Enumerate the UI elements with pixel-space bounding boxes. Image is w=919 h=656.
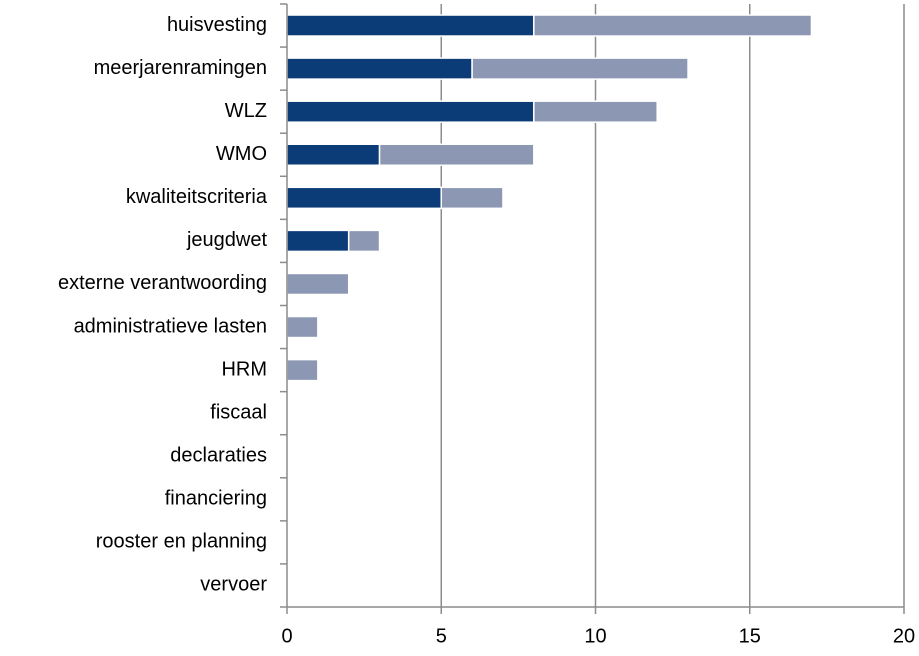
y-tick-label: jeugdwet (186, 229, 268, 251)
bar-segment (286, 272, 350, 296)
bar-segment (286, 57, 473, 80)
bar-segment (347, 229, 381, 253)
y-tick-label: meerjarenramingen (94, 57, 267, 79)
y-tick-label: administratieve lasten (74, 315, 267, 337)
y-tick-label: WLZ (225, 100, 267, 122)
bar-segment (286, 14, 535, 37)
x-tick-label: 10 (584, 625, 606, 647)
x-tick-label: 15 (739, 625, 761, 647)
bar-segment (378, 143, 535, 166)
bar-segment (440, 186, 504, 210)
bar-segment (286, 100, 535, 123)
y-tick-label: financiering (165, 488, 267, 510)
x-tick-label: 20 (893, 625, 915, 647)
y-tick-label: kwaliteitscriteria (126, 186, 268, 208)
bar-segment (286, 186, 442, 210)
bar-segment (471, 57, 689, 80)
y-tick-label: huisvesting (167, 14, 267, 36)
bar-segment (286, 358, 319, 382)
y-tick-label: HRM (221, 358, 267, 380)
x-tick-label: 0 (281, 625, 292, 647)
bar-segment (533, 14, 813, 37)
y-tick-label: declaraties (170, 445, 267, 467)
x-tick-label: 5 (436, 625, 447, 647)
y-tick-label: vervoer (200, 574, 267, 596)
bar-segment (286, 229, 350, 253)
y-tick-label: fiscaal (210, 401, 267, 423)
y-tick-label: WMO (216, 143, 267, 165)
bar-segment (286, 315, 319, 339)
y-tick-label: rooster en planning (96, 531, 267, 553)
y-tick-label: externe verantwoording (58, 272, 267, 294)
bar-segment (286, 143, 381, 166)
bar-segment (533, 100, 658, 123)
